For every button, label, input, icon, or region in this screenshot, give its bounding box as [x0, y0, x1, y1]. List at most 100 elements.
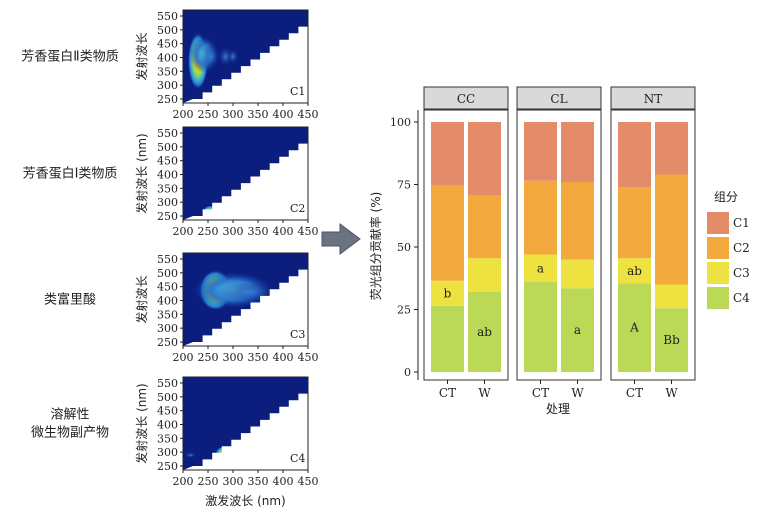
x-tick-label: 450 [298, 108, 319, 121]
legend-swatch-c4 [707, 287, 729, 309]
legend-swatch-c3 [707, 262, 729, 284]
legend: 组分 C1 C2 C3 C4 [707, 190, 750, 309]
y-tick-label: 250 [157, 460, 178, 473]
bar-segment-c3 [431, 280, 464, 306]
significance-label: a [574, 323, 581, 337]
y-tick-label: 350 [157, 182, 178, 195]
flow-arrow [321, 223, 361, 255]
facet-strip [516, 86, 602, 110]
eem-component-label: C3 [290, 328, 305, 341]
x-tick-label: 250 [198, 225, 219, 238]
x-tick-label: 250 [198, 108, 219, 121]
eem-peak [184, 452, 197, 459]
x-tick-label: 200 [173, 475, 194, 488]
x-tick-label: 300 [223, 351, 244, 364]
bar-segment-c1 [431, 122, 464, 186]
x-tick-label: 450 [298, 351, 319, 364]
facet-title: NT [644, 92, 663, 106]
bar-x-axis-label: 处理 [546, 402, 570, 416]
x-tick-label: 300 [223, 225, 244, 238]
eem-y-axis-label: 发射波长 (nm) [134, 383, 149, 463]
y-tick-label: 250 [157, 93, 178, 106]
significance-label: ab [627, 264, 642, 278]
bar-segment-c4 [618, 283, 651, 372]
x-tick-label: 450 [298, 225, 319, 238]
legend-label: C1 [733, 216, 750, 230]
bar-y-tick-label: 100 [390, 116, 411, 129]
x-tick-label: 350 [248, 225, 269, 238]
x-tick-label: 200 [173, 108, 194, 121]
y-tick-label: 350 [157, 65, 178, 78]
x-tick-label: 350 [248, 475, 269, 488]
component-name-label: 芳香蛋白Ⅱ类物质 [21, 49, 118, 65]
y-tick-label: 450 [157, 155, 178, 168]
stacked-bar-chart: 0 25 50 75 100 荧光组分贡献率 (%) CC b CT ab W CL a CT a W NT Aa… [368, 86, 750, 416]
x-tick-label: 300 [223, 108, 244, 121]
bar-segment-c1 [468, 122, 501, 196]
significance-label: b [444, 286, 452, 300]
y-tick-label: 550 [157, 377, 178, 390]
eem-component-label: C4 [290, 452, 305, 465]
significance-label: ab [477, 325, 492, 339]
eem-mask [183, 137, 318, 220]
x-tick-label: 400 [273, 475, 294, 488]
eem-frame [182, 126, 309, 221]
significance-label: a [537, 261, 544, 275]
bar-y-tick-label: 0 [404, 366, 411, 379]
y-tick-label: 350 [157, 432, 178, 445]
x-tick-label: 250 [198, 475, 219, 488]
x-tick-label: 350 [248, 351, 269, 364]
bar-y-axis-label: 荧光组分贡献率 (%) [368, 192, 383, 301]
bar-segment-c1 [655, 122, 688, 175]
legend-swatch-c2 [707, 237, 729, 259]
bar-segment-c4 [561, 288, 594, 372]
eem-x-axis-label: 激发波长 (nm) [205, 493, 285, 508]
y-tick-label: 450 [157, 281, 178, 294]
y-tick-label: 550 [157, 127, 178, 140]
bar-segment-c2 [431, 185, 464, 281]
y-tick-label: 300 [157, 322, 178, 335]
eem-mask [183, 20, 318, 103]
facet-title: CL [550, 92, 567, 106]
bar-segment-c4 [468, 292, 501, 372]
bar-segment-c4 [524, 282, 557, 372]
x-tick-label: 450 [298, 475, 319, 488]
eem-frame [182, 9, 309, 104]
bar-segment-c4 [655, 308, 688, 372]
y-tick-label: 400 [157, 169, 178, 182]
y-tick-label: 300 [157, 79, 178, 92]
bar-segment-c3 [618, 258, 651, 284]
component-name-label: 溶解性 [50, 408, 89, 423]
eem-component-label: C2 [290, 202, 305, 215]
legend-label: C2 [733, 241, 750, 255]
bar-y-tick-label: 25 [397, 304, 411, 317]
eem-component-label: C1 [290, 85, 305, 98]
eem-frame [182, 252, 309, 347]
eem-y-axis-label: 发射波长 [134, 275, 149, 323]
x-tick-label: 400 [273, 351, 294, 364]
facet-title: CC [457, 92, 475, 106]
y-tick-label: 400 [157, 52, 178, 65]
eem-peak [227, 48, 239, 65]
facet-strip [610, 86, 696, 110]
bar-y-tick-label: 50 [397, 241, 411, 254]
bar-segment-c2 [524, 180, 557, 255]
legend-label: C4 [733, 291, 750, 305]
bar-segment-c1 [561, 122, 594, 182]
y-tick-label: 450 [157, 38, 178, 51]
eem-peak [200, 44, 221, 69]
bar-segment-c4 [431, 305, 464, 372]
x-tick-label: 400 [273, 225, 294, 238]
y-tick-label: 300 [157, 196, 178, 209]
bar-segment-c2 [655, 174, 688, 285]
y-tick-label: 500 [157, 391, 178, 404]
y-tick-label: 550 [157, 10, 178, 23]
facet-cl: CL a CT a W [516, 86, 602, 400]
bar-segment-c3 [524, 254, 557, 282]
component-name-label: 芳香蛋白Ⅰ类物质 [23, 166, 118, 182]
significance-label: A [629, 321, 639, 335]
